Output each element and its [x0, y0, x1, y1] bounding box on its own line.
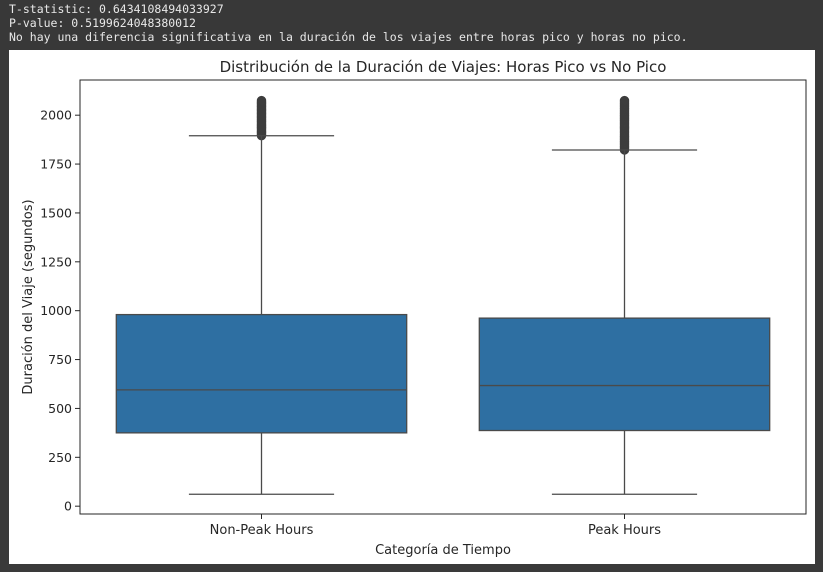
y-tick-label: 0 [64, 499, 72, 514]
outlier-point [619, 95, 630, 106]
y-tick-label: 1750 [40, 157, 72, 172]
conclusion-line: No hay una diferencia significativa en l… [9, 30, 688, 44]
y-tick-label: 500 [48, 401, 72, 416]
iqr-box [478, 317, 771, 432]
console-output: T-statistic: 0.6434108494033927 P-value:… [0, 0, 823, 50]
x-tick-label: Non-Peak Hours [210, 523, 314, 538]
t-statistic-line: T-statistic: 0.6434108494033927 [9, 2, 224, 16]
y-tick-label: 1500 [40, 205, 72, 220]
y-axis-label: Duración del Viaje (segundos) [21, 199, 36, 394]
chart-figure: Distribución de la Duración de Viajes: H… [9, 50, 815, 564]
chart-title: Distribución de la Duración de Viajes: H… [220, 58, 667, 76]
x-axis-label: Categoría de Tiempo [375, 543, 511, 558]
boxplot-chart: Distribución de la Duración de Viajes: H… [21, 58, 807, 558]
y-tick-label: 2000 [40, 108, 72, 123]
y-tick-label: 1000 [40, 303, 72, 318]
p-value-line: P-value: 0.5199624048380012 [9, 16, 196, 30]
x-tick-label: Peak Hours [588, 523, 661, 538]
y-tick-label: 1250 [40, 254, 72, 269]
y-tick-label: 250 [48, 450, 72, 465]
y-tick-label: 750 [48, 352, 72, 367]
outlier-point [256, 95, 267, 106]
iqr-box [115, 313, 408, 434]
plot-frame [79, 79, 807, 515]
